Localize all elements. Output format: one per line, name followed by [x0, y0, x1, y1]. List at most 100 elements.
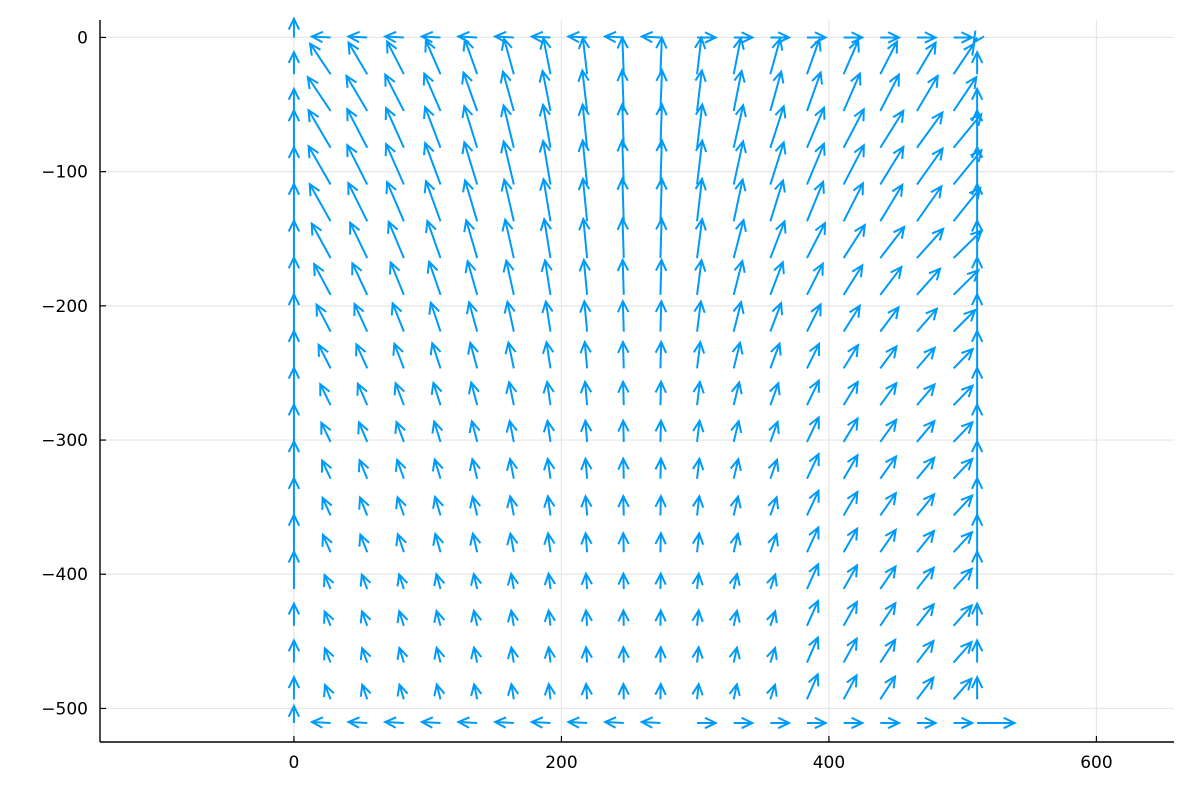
vector-arrow — [769, 104, 787, 149]
vector-arrow-shaft — [732, 179, 744, 222]
vector-arrow — [691, 494, 705, 516]
vector-arrow-head — [971, 49, 984, 64]
vector-arrow — [539, 176, 552, 222]
vector-arrow-head — [922, 602, 936, 617]
vector-arrow-head — [577, 35, 591, 50]
vector-arrow — [543, 531, 556, 553]
vector-arrow — [287, 86, 301, 111]
vector-arrow — [386, 39, 405, 75]
vector-arrow-head — [853, 107, 865, 122]
vector-arrow-head — [394, 457, 407, 472]
y-tick-label: −100 — [41, 163, 88, 183]
vector-arrow-shaft — [732, 70, 743, 112]
vector-arrow — [396, 682, 409, 700]
vector-arrow-head — [287, 144, 301, 159]
vector-arrow-head — [692, 418, 705, 433]
vector-arrow — [694, 216, 707, 259]
vector-arrow-head — [539, 217, 552, 232]
vector-arrow — [543, 645, 556, 663]
vector-arrow-head — [492, 30, 507, 44]
vector-arrow — [916, 110, 944, 149]
vector-arrow-shaft — [433, 459, 442, 479]
vector-arrow-head — [729, 494, 742, 509]
vector-arrow — [732, 217, 747, 259]
vector-arrow-head — [287, 703, 301, 718]
vector-arrow-shaft — [769, 302, 782, 332]
vector-arrow-head — [500, 177, 513, 192]
vector-arrow — [429, 341, 442, 369]
vector-arrow-head — [359, 645, 372, 661]
vector-arrow-shaft — [426, 220, 442, 259]
vector-arrow-head — [852, 181, 864, 196]
vector-arrow — [691, 681, 704, 700]
vector-arrow-shaft — [696, 260, 703, 295]
vector-arrow — [694, 257, 707, 295]
vector-arrow — [317, 342, 332, 369]
vector-arrow-head — [506, 681, 520, 696]
vector-arrow-shaft — [879, 419, 897, 443]
vector-arrow-head — [431, 457, 444, 472]
vector-arrow-shaft — [583, 301, 589, 332]
vector-arrow-shaft — [622, 381, 625, 406]
vector-arrow-shaft — [361, 647, 369, 663]
vector-arrow-shaft — [386, 41, 405, 75]
vector-arrow — [422, 71, 442, 112]
vector-arrow — [506, 608, 520, 626]
vector-arrow-shaft — [806, 490, 820, 516]
vector-arrow-head — [808, 525, 820, 540]
vector-arrow — [842, 343, 860, 369]
vector-arrow-head — [345, 73, 357, 88]
vector-arrow-head — [287, 16, 301, 30]
vector-arrow-head — [395, 495, 407, 510]
vector-arrow-head — [971, 255, 984, 269]
vector-arrow — [879, 674, 897, 700]
vector-arrow-shaft — [547, 647, 552, 663]
vector-arrow — [580, 681, 593, 700]
vector-arrow-shaft — [509, 533, 515, 553]
vector-arrow — [732, 35, 745, 75]
vector-arrow-shaft — [916, 228, 944, 259]
vector-arrow-head — [691, 608, 704, 623]
vector-arrow-head — [961, 31, 975, 44]
vector-arrow-shaft — [508, 382, 515, 406]
vector-arrow-shaft — [952, 678, 973, 700]
vector-arrow — [542, 418, 555, 443]
vector-arrow — [879, 381, 898, 406]
vector-arrow-shaft — [347, 182, 369, 222]
vector-arrow-shaft — [307, 145, 332, 186]
vector-arrow-shaft — [584, 381, 589, 406]
vector-arrow — [358, 532, 370, 553]
vector-arrow-shaft — [806, 72, 822, 112]
y-tick-label: 0 — [77, 28, 88, 48]
vector-arrow-shaft — [546, 458, 552, 479]
vector-arrow-shaft — [435, 647, 442, 663]
vector-arrow-shaft — [510, 684, 515, 700]
vector-arrow-head — [470, 608, 483, 623]
vector-arrow — [323, 609, 335, 627]
vector-arrow — [306, 75, 332, 112]
vector-arrow-head — [355, 342, 367, 357]
vector-arrow — [697, 31, 719, 44]
vector-arrow-head — [846, 636, 858, 651]
vector-arrow-shaft — [324, 684, 332, 700]
vector-arrow-head — [617, 298, 630, 313]
vector-arrow — [971, 86, 984, 111]
vector-arrow-head — [384, 72, 396, 87]
vector-arrow-head — [543, 456, 556, 471]
vector-arrow-head — [580, 531, 593, 545]
vector-arrow-head — [766, 609, 778, 624]
vector-arrow-head — [579, 299, 592, 313]
vector-arrow — [393, 381, 406, 406]
vector-arrow-head — [433, 645, 446, 660]
vector-arrow — [287, 549, 301, 590]
vector-arrow — [617, 298, 630, 332]
vector-arrow-shaft — [471, 496, 479, 516]
vector-arrow-shaft — [696, 573, 700, 590]
tick-labels: 0 200 400 600 0 −100 −200 −300 −400 −500 — [41, 28, 1112, 773]
vector-arrow-head — [774, 104, 787, 119]
vector-arrow — [602, 30, 624, 44]
vector-arrow-head — [433, 682, 446, 697]
vector-arrow — [505, 380, 518, 406]
vector-arrow-head — [813, 179, 825, 194]
vector-arrow — [287, 291, 301, 332]
